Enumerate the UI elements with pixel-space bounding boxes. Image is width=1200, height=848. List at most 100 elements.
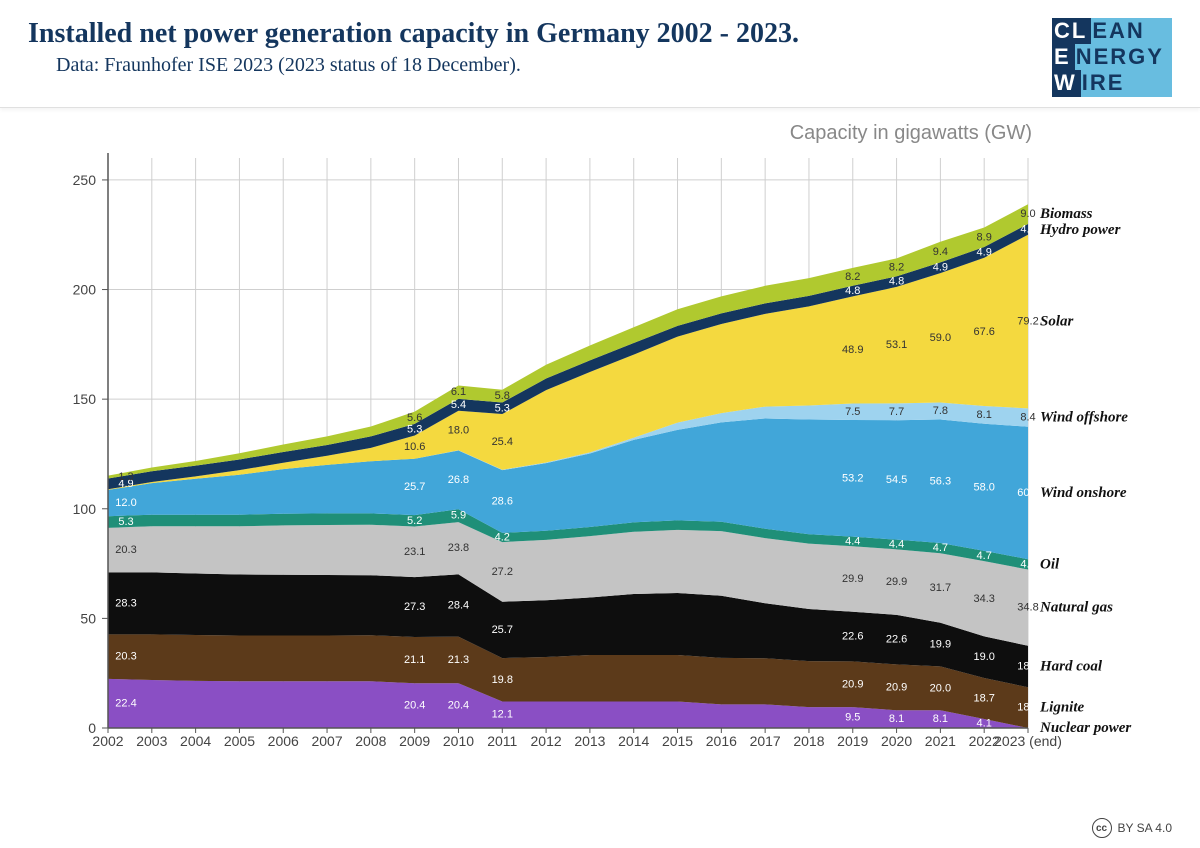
legend-label: Natural gas	[1039, 599, 1113, 615]
value-label: 7.5	[845, 405, 860, 417]
x-tick: 2015	[662, 733, 693, 749]
value-label: 8.9	[977, 231, 992, 243]
value-label: 5.3	[407, 423, 422, 435]
value-label: 60.4	[1017, 487, 1038, 499]
value-label: 28.3	[115, 597, 136, 609]
value-label: 29.9	[886, 576, 907, 588]
value-label: 20.3	[115, 650, 136, 662]
x-tick: 2008	[355, 733, 386, 749]
value-label: 4.7	[1020, 558, 1035, 570]
value-label: 48.9	[842, 343, 863, 355]
value-label: 6.1	[451, 386, 466, 398]
value-label: 9.4	[933, 246, 948, 258]
value-label: 25.7	[492, 623, 513, 635]
x-tick: 2019	[837, 733, 868, 749]
value-label: 25.4	[492, 435, 513, 447]
x-tick: 2014	[618, 733, 649, 749]
value-label: 20.3	[115, 544, 136, 556]
value-label: 20.0	[930, 682, 951, 694]
value-label: 26.8	[448, 473, 469, 485]
legend-label: Nuclear power	[1039, 720, 1131, 736]
value-label: 19.9	[930, 638, 951, 650]
value-label: 18.9	[1017, 660, 1038, 672]
header: Installed net power generation capacity …	[0, 0, 1200, 108]
x-tick: 2004	[180, 733, 211, 749]
value-label: 10.6	[404, 441, 425, 453]
value-label: 54.5	[886, 474, 907, 486]
value-label: 9.5	[845, 711, 860, 723]
value-label: 18.6	[1017, 701, 1038, 713]
x-tick: 2009	[399, 733, 430, 749]
value-label: 34.3	[973, 592, 994, 604]
value-label: 25.7	[404, 481, 425, 493]
value-label: 9.0	[1020, 208, 1035, 220]
value-label: 12.0	[115, 497, 136, 509]
x-tick: 2020	[881, 733, 912, 749]
value-label: 20.4	[448, 699, 469, 711]
value-label: 22.6	[886, 633, 907, 645]
value-label: 56.3	[930, 475, 951, 487]
value-label: 7.8	[933, 405, 948, 417]
chart-container: Capacity in gigawatts (GW) 0501001502002…	[28, 128, 1172, 808]
value-label: 20.4	[404, 699, 425, 711]
value-label: 53.2	[842, 472, 863, 484]
y-tick: 200	[73, 281, 97, 297]
x-tick: 2003	[136, 733, 167, 749]
value-label: 21.1	[404, 654, 425, 666]
value-label: 5.8	[495, 390, 510, 402]
value-label: 34.8	[1017, 601, 1038, 613]
value-label: 4.9	[1020, 223, 1035, 235]
legend-label: Lignite	[1039, 699, 1085, 715]
value-label: 5.3	[118, 516, 133, 528]
x-tick: 2002	[92, 733, 123, 749]
x-tick: 2021	[925, 733, 956, 749]
value-label: 27.3	[404, 601, 425, 613]
page-title: Installed net power generation capacity …	[28, 18, 1052, 50]
value-label: 20.9	[886, 681, 907, 693]
x-tick: 2005	[224, 733, 255, 749]
license-text: BY SA 4.0	[1118, 821, 1173, 835]
value-label: 22.6	[842, 630, 863, 642]
value-label: 29.9	[842, 573, 863, 585]
value-label: 4.8	[889, 275, 904, 287]
value-label: 8.1	[933, 713, 948, 725]
y-tick: 150	[73, 391, 97, 407]
cc-icon: cc	[1092, 818, 1112, 838]
value-label: 23.1	[404, 545, 425, 557]
x-tick: 2012	[531, 733, 562, 749]
value-label: 12.1	[492, 708, 513, 720]
x-tick: 2011	[487, 733, 517, 749]
x-tick: 2013	[574, 733, 605, 749]
value-label: 53.1	[886, 339, 907, 351]
value-label: 58.0	[973, 481, 994, 493]
value-label: 28.4	[448, 599, 469, 611]
value-label: 28.6	[492, 495, 513, 507]
y-tick: 250	[73, 171, 97, 187]
value-label: 5.6	[407, 411, 422, 423]
value-label: 59.0	[930, 331, 951, 343]
value-label: 5.9	[451, 509, 466, 521]
value-label: 5.2	[407, 514, 422, 526]
x-tick: 2016	[706, 733, 737, 749]
legend-label: Hard coal	[1039, 658, 1103, 674]
title-block: Installed net power generation capacity …	[28, 18, 1052, 77]
license-footer: cc BY SA 4.0	[1092, 818, 1173, 838]
stacked-area-chart: 0501001502002502002200320042005200620072…	[28, 128, 1172, 788]
page-subtitle: Data: Fraunhofer ISE 2023 (2023 status o…	[56, 54, 1052, 77]
value-label: 5.4	[451, 398, 466, 410]
value-label: 4.2	[495, 531, 510, 543]
value-label: 4.4	[845, 535, 860, 547]
value-label: 5.3	[495, 402, 510, 414]
legend-label: Solar	[1040, 313, 1074, 329]
legend-label: Oil	[1040, 556, 1060, 572]
value-label: 79.2	[1017, 315, 1038, 327]
legend-label: Wind offshore	[1040, 409, 1128, 425]
value-label: 22.4	[115, 697, 136, 709]
x-tick: 2018	[793, 733, 824, 749]
value-label: 7.7	[889, 405, 904, 417]
value-label: 1.3	[118, 471, 133, 483]
legend-label: Biomass	[1039, 206, 1093, 222]
value-label: 4.4	[889, 538, 904, 550]
value-label: 4.9	[977, 246, 992, 258]
value-label: 4.8	[845, 285, 860, 297]
